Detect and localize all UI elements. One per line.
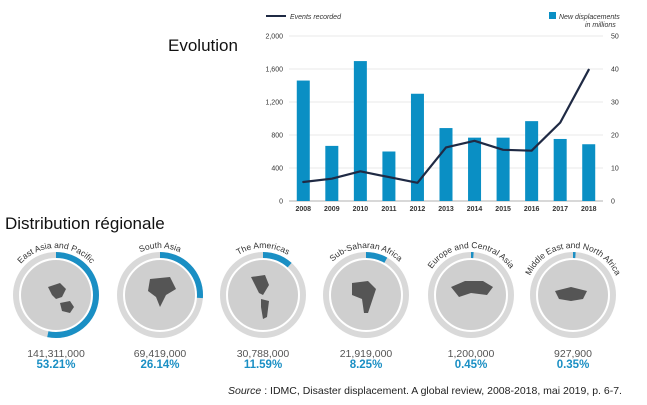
region-value: 30,788,000	[236, 348, 290, 360]
region-value: 69,419,000	[133, 348, 187, 360]
x-tick-label: 2015	[495, 206, 511, 213]
ring-share	[323, 252, 409, 338]
bar-2013	[439, 128, 453, 201]
left-tick-label: 1,600	[265, 67, 283, 74]
x-tick-label: 2009	[324, 206, 340, 213]
region-name: Sub-Saharan Africa	[327, 240, 405, 263]
left-tick-label: 400	[271, 166, 283, 173]
region-card: Europe and Central Asia 1,200,000 0.45%	[421, 238, 521, 378]
x-tick-label: 2013	[438, 206, 454, 213]
landmass-shape	[555, 287, 587, 301]
legend-line-label: Events recorded	[290, 14, 342, 21]
x-tick-label: 2011	[381, 206, 396, 213]
bar-2014	[468, 137, 482, 201]
evolution-chart: Events recorded New displacements in mil…	[265, 12, 620, 213]
ring-share	[530, 252, 616, 338]
region-percentage: 8.25%	[349, 359, 383, 371]
right-tick-label: 30	[611, 100, 619, 107]
region-percentage: 0.45%	[454, 359, 488, 371]
bar-2017	[553, 138, 567, 201]
distribution-title: Distribution régionale	[5, 214, 165, 233]
x-tick-label: 2008	[295, 206, 311, 213]
region-globe: Middle East and North Africa	[523, 240, 623, 338]
x-tick-label: 2017	[552, 206, 568, 213]
landmass-shape	[451, 281, 493, 297]
bar-2008	[296, 80, 310, 201]
x-axis: 2008 2009 2010 2011 2012 2013 2014 2015 2016 2017…	[295, 206, 596, 213]
right-tick-label: 10	[611, 166, 619, 173]
ring-share	[220, 252, 306, 338]
ring-share	[117, 252, 203, 338]
bar-2016	[525, 121, 539, 201]
legend-bar-marker	[549, 12, 556, 19]
source-text: : IDMC, Disaster displacement. A global …	[261, 385, 622, 397]
landmass-shape	[251, 275, 269, 319]
right-tick-label: 20	[611, 133, 619, 140]
region-globe: Europe and Central Asia	[425, 240, 517, 338]
bar-2009	[325, 145, 339, 201]
region-card: East Asia and Pacific 141,311,000 53.21%	[6, 238, 106, 378]
region-value: 927,900	[554, 348, 592, 360]
bar-2012	[410, 93, 424, 201]
region-globe: The Americas	[220, 240, 306, 338]
landmass-shape	[48, 283, 74, 313]
region-globe: South Asia	[117, 240, 203, 338]
events-line	[302, 68, 590, 184]
right-tick-label: 50	[611, 34, 619, 41]
right-tick-label: 40	[611, 67, 619, 74]
region-percentage: 0.35%	[556, 359, 590, 371]
bar-2010	[353, 61, 367, 201]
legend-bar-label: New displacements	[559, 14, 620, 21]
bar-2018	[582, 144, 596, 201]
ring-share	[13, 252, 99, 338]
region-card: Sub-Saharan Africa 21,919,000 8.25%	[316, 238, 416, 378]
region-value: 21,919,000	[339, 348, 393, 360]
landmass-shape	[352, 281, 376, 313]
left-tick-label: 800	[271, 133, 283, 140]
ring-share	[428, 252, 514, 338]
left-tick-label: 2,000	[265, 34, 283, 41]
right-tick-label: 0	[611, 199, 615, 206]
region-globe: Sub-Saharan Africa	[323, 240, 409, 338]
region-card: South Asia 69,419,000 26.14%	[110, 238, 210, 378]
globe-icon	[436, 260, 506, 330]
region-value: 141,311,000	[27, 348, 85, 360]
evolution-title: Evolution	[168, 36, 238, 55]
left-tick-label: 1,200	[265, 100, 283, 107]
region-globe: East Asia and Pacific	[13, 240, 99, 338]
region-value: 1,200,000	[447, 348, 495, 360]
bar-2015	[496, 137, 510, 201]
x-tick-label: 2012	[410, 206, 426, 213]
source-note: Source : IDMC, Disaster displacement. A …	[228, 385, 622, 397]
landmass-shape	[148, 277, 176, 307]
region-percentage: 53.21%	[36, 359, 76, 371]
legend-bar-unit: in millions	[585, 22, 616, 29]
x-tick-label: 2014	[467, 206, 483, 213]
x-tick-label: 2010	[353, 206, 369, 213]
x-tick-label: 2016	[524, 206, 540, 213]
region-card: The Americas 30,788,000 11.59%	[213, 238, 313, 378]
right-axis: 0 10 20 30 40 50	[611, 34, 619, 206]
left-tick-label: 0	[279, 199, 283, 206]
region-card: Middle East and North Africa 927,900 0.35%	[523, 238, 623, 378]
source-label: Source	[228, 385, 262, 397]
region-percentage: 11.59%	[243, 359, 283, 371]
region-percentage: 26.14%	[140, 359, 180, 371]
left-axis: 0 400 800 1,200 1,600 2,000	[265, 34, 283, 206]
x-tick-label: 2018	[581, 206, 597, 213]
